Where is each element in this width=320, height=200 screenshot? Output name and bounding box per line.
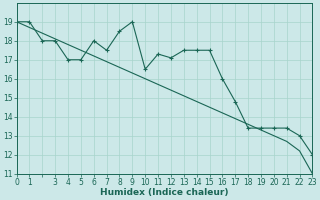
- X-axis label: Humidex (Indice chaleur): Humidex (Indice chaleur): [100, 188, 229, 197]
